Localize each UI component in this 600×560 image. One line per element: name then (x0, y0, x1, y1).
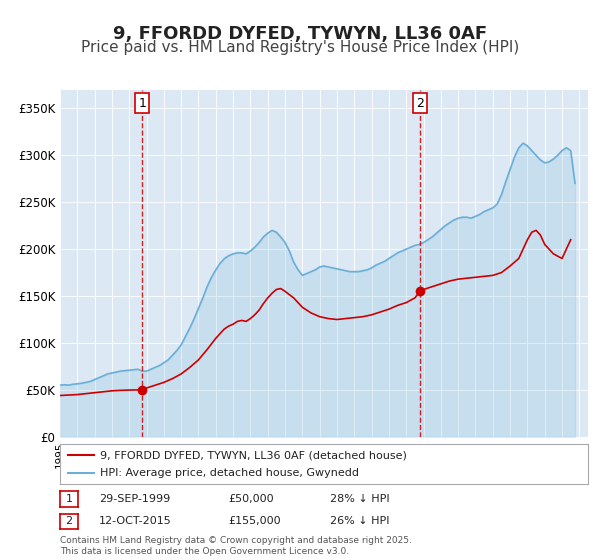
Text: 9, FFORDD DYFED, TYWYN, LL36 0AF (detached house): 9, FFORDD DYFED, TYWYN, LL36 0AF (detach… (100, 450, 406, 460)
Text: 1: 1 (138, 96, 146, 110)
Text: 2: 2 (416, 96, 424, 110)
Text: 28% ↓ HPI: 28% ↓ HPI (330, 494, 389, 504)
Text: £155,000: £155,000 (228, 516, 281, 526)
Text: 2: 2 (65, 516, 73, 526)
Text: 26% ↓ HPI: 26% ↓ HPI (330, 516, 389, 526)
Text: £50,000: £50,000 (228, 494, 274, 504)
Text: 1: 1 (65, 494, 73, 504)
Text: 12-OCT-2015: 12-OCT-2015 (99, 516, 172, 526)
Text: 9, FFORDD DYFED, TYWYN, LL36 0AF: 9, FFORDD DYFED, TYWYN, LL36 0AF (113, 25, 487, 43)
Text: HPI: Average price, detached house, Gwynedd: HPI: Average price, detached house, Gwyn… (100, 468, 359, 478)
Text: Contains HM Land Registry data © Crown copyright and database right 2025.
This d: Contains HM Land Registry data © Crown c… (60, 536, 412, 556)
Text: Price paid vs. HM Land Registry's House Price Index (HPI): Price paid vs. HM Land Registry's House … (81, 40, 519, 55)
Text: 29-SEP-1999: 29-SEP-1999 (99, 494, 170, 504)
